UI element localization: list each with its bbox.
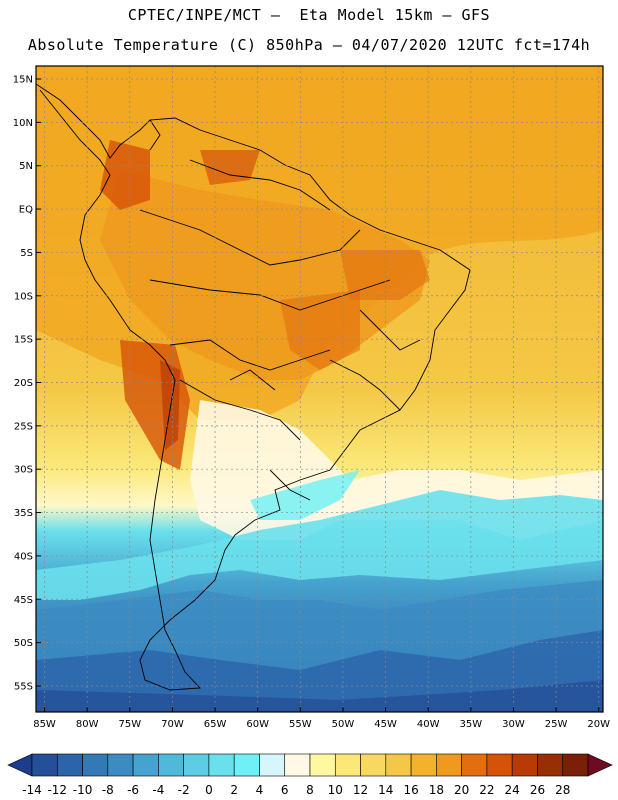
lat-tick-label: 50S <box>14 638 33 649</box>
colorbar-swatch <box>486 753 513 777</box>
lat-tick-label: 45S <box>14 595 33 606</box>
colorbar-label: -8 <box>102 783 114 797</box>
colorbar-swatch <box>284 753 311 777</box>
lat-tick-label: 10N <box>13 118 33 129</box>
colorbar-swatch <box>208 753 235 777</box>
colorbar-label: -2 <box>178 783 190 797</box>
colorbar-swatch <box>56 753 83 777</box>
lat-tick-label: 30S <box>14 465 33 476</box>
lon-tick-label: 50W <box>332 719 355 730</box>
lat-tick-label: 5N <box>19 161 33 172</box>
colorbar-swatch <box>31 753 58 777</box>
colorbar-label: 24 <box>505 783 520 797</box>
colorbar-label: 22 <box>479 783 494 797</box>
colorbar-label: 14 <box>378 783 393 797</box>
coastline <box>36 83 471 691</box>
lon-tick-label: 70W <box>161 719 184 730</box>
colorbar <box>7 753 613 777</box>
map-subtitle: Absolute Temperature (C) 850hPa – 04/07/… <box>27 36 591 54</box>
colorbar-label: 20 <box>454 783 469 797</box>
colorbar-swatch <box>183 753 210 777</box>
lat-tick-label: 55S <box>14 681 33 692</box>
colorbar-swatch <box>410 753 437 777</box>
map-title: CPTEC/INPE/MCT – Eta Model 15km – GFS <box>127 6 491 24</box>
colorbar-swatch <box>132 753 159 777</box>
colorbar-swatch <box>385 753 412 777</box>
colorbar-label: -6 <box>127 783 139 797</box>
colorbar-label: 6 <box>281 783 289 797</box>
colorbar-arrow-right <box>587 753 613 777</box>
colorbar-label: 18 <box>429 783 444 797</box>
lon-tick-label: 25W <box>545 719 568 730</box>
lat-tick-label: 20S <box>14 378 33 389</box>
colorbar-label: 8 <box>306 783 314 797</box>
colorbar-label: 26 <box>530 783 545 797</box>
lat-tick-label: 40S <box>14 551 33 562</box>
latitude-ticks: 15N 10N 5N EQ 5S 10S 15S 20S 25S 30S 35S 40S 45S 50S 5… <box>13 75 41 692</box>
temperature-field <box>36 66 603 712</box>
colorbar-label: 10 <box>328 783 343 797</box>
lon-tick-label: 60W <box>246 719 269 730</box>
colorbar-swatch <box>436 753 462 777</box>
colorbar-swatch <box>360 753 387 777</box>
colorbar-arrow-left <box>7 753 33 777</box>
colorbar-label: -10 <box>73 783 93 797</box>
colorbar-swatch <box>233 753 260 777</box>
lat-tick-label: 35S <box>14 508 33 519</box>
colorbar-labels: -14 -12 -10 -8 -6 -4 -2 0 2 4 6 8 10 12 14 16 18 20 22 24 26… <box>22 783 570 797</box>
colorbar-swatch <box>309 753 336 777</box>
colorbar-swatch <box>562 753 589 777</box>
colorbar-label: 2 <box>230 783 238 797</box>
lon-tick-label: 80W <box>76 719 99 730</box>
lon-tick-label: 30W <box>502 719 525 730</box>
colorbar-label: 12 <box>353 783 368 797</box>
longitude-ticks: 85W 80W 75W 70W 65W 60W 55W 50W 45W 40W 35W 30W 25W 2… <box>33 707 610 730</box>
lat-tick-label: 15S <box>14 335 33 346</box>
colorbar-swatch <box>107 753 134 777</box>
lon-tick-label: 45W <box>374 719 397 730</box>
lat-tick-label: 25S <box>14 421 33 432</box>
colorbar-label: 4 <box>256 783 264 797</box>
lon-tick-label: 55W <box>289 719 312 730</box>
colorbar-swatch <box>259 753 286 777</box>
colorbar-label: -12 <box>47 783 67 797</box>
colorbar-swatch <box>537 753 564 777</box>
map-frame <box>35 65 604 713</box>
lat-tick-label: 5S <box>20 248 33 259</box>
lon-tick-label: 75W <box>118 719 141 730</box>
colorbar-label: 28 <box>555 783 570 797</box>
colorbar-label: 0 <box>205 783 213 797</box>
lat-tick-label: EQ <box>19 205 33 216</box>
colorbar-swatch <box>461 753 488 777</box>
lon-tick-label: 40W <box>417 719 440 730</box>
lon-tick-label: 35W <box>460 719 483 730</box>
colorbar-swatch <box>334 753 361 777</box>
lat-tick-label: 10S <box>14 291 33 302</box>
lat-tick-label: 15N <box>13 75 33 86</box>
lon-tick-label: 85W <box>33 719 56 730</box>
colorbar-label: 16 <box>403 783 418 797</box>
colorbar-swatch <box>82 753 109 777</box>
colorbar-swatch <box>511 753 538 777</box>
colorbar-label: -4 <box>152 783 164 797</box>
lon-tick-label: 65W <box>204 719 227 730</box>
lon-tick-label: 20W <box>587 719 610 730</box>
colorbar-label: -14 <box>22 783 42 797</box>
colorbar-swatch <box>158 753 184 777</box>
